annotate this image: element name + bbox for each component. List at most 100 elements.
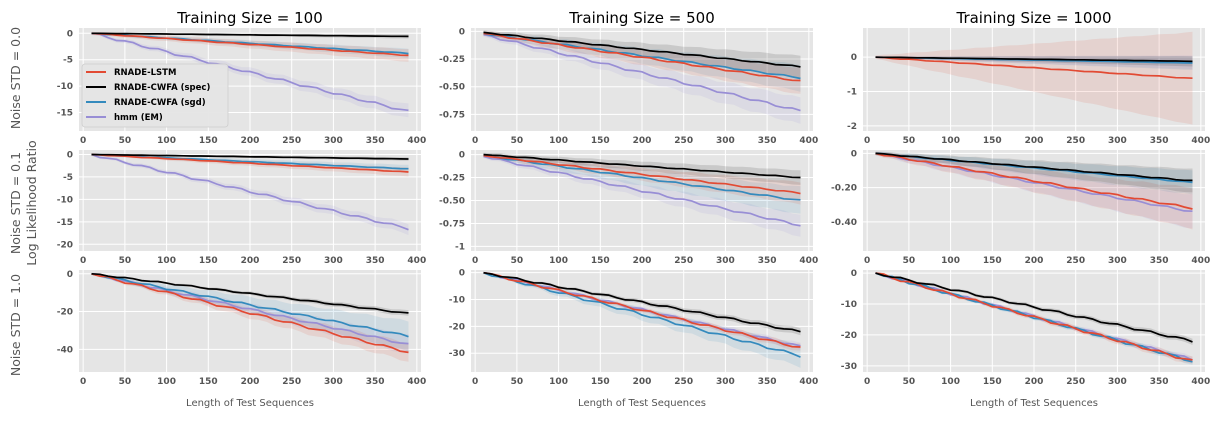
x-tick-label: 150: [983, 256, 1002, 266]
x-tick-label: 0: [864, 136, 870, 146]
x-tick-label: 100: [157, 136, 176, 146]
line-rnade-lstm: [875, 152, 1193, 210]
legend-label-cwfa-spec: RNADE-CWFA (spec): [114, 83, 210, 93]
y-tick-label: -0.75: [439, 110, 465, 120]
x-tick-label: 250: [1066, 256, 1085, 266]
line-rnade-cwfa-sgd-: [483, 32, 801, 80]
y-tick-label: -5: [63, 173, 73, 183]
y-tick-label: -1: [455, 242, 465, 252]
x-tick-label: 100: [549, 256, 568, 266]
line-hmm-em-: [91, 153, 409, 231]
band-hmm-em-: [483, 154, 801, 237]
y-tick-label: -15: [57, 218, 73, 228]
x-axis-label-col1: Length of Test Sequences: [186, 398, 314, 409]
x-tick-label: 350: [1150, 256, 1169, 266]
y-tick-label: -0.40: [831, 218, 857, 228]
x-tick-label: 300: [324, 256, 343, 266]
column-title-500: Training Size = 500: [568, 9, 714, 27]
line-hmm-em-: [91, 32, 409, 112]
panel-1-3: 0 50 100 150 200 250 300 350 400 0 -1 -2: [847, 28, 1210, 146]
panel-3-3: 0 50 100 150 200 250 300 350 400 0 -10 -20 -30: [841, 269, 1210, 387]
x-tick-label: 250: [1066, 377, 1085, 387]
line-rnade-lstm: [483, 271, 801, 348]
line-rnade-cwfa-spec-: [91, 272, 409, 314]
x-tick-label: 0: [80, 256, 86, 266]
x-tick-label: 300: [324, 136, 343, 146]
x-tick-label: 0: [472, 256, 478, 266]
x-tick-label: 150: [199, 256, 218, 266]
y-tick-label: -0.25: [439, 55, 465, 65]
x-tick-label: 100: [549, 377, 568, 387]
line-rnade-cwfa-spec-: [91, 32, 409, 38]
x-tick-label: 300: [1108, 136, 1127, 146]
y-tick-label: 0: [67, 29, 73, 39]
line-rnade-cwfa-spec-: [875, 152, 1193, 182]
row-label-noise-0: Noise STD = 0.0: [8, 27, 23, 129]
band-rnade-lstm: [483, 31, 801, 94]
band-rnade-cwfa-sgd-: [483, 153, 801, 214]
row-label-noise-1.0: Noise STD = 1.0: [8, 274, 23, 376]
panel-3-1: 0 50 100 150 200 250 300 350 400 0 -20 -40: [57, 270, 426, 387]
x-tick-label: 400: [1191, 377, 1210, 387]
y-tick-label: -10: [841, 300, 857, 310]
line-rnade-cwfa-spec-: [483, 31, 801, 68]
panel-2-1: 0 50 100 150 200 250 300 350 400 0 -5 -10 -15 -20: [57, 150, 426, 266]
x-tick-label: 200: [241, 136, 260, 146]
y-tick-label: -10: [449, 296, 465, 306]
x-tick-label: 150: [983, 136, 1002, 146]
line-rnade-cwfa-spec-: [875, 56, 1193, 63]
x-tick-label: 350: [1150, 377, 1169, 387]
x-tick-label: 150: [199, 136, 218, 146]
x-tick-label: 150: [199, 377, 218, 387]
x-tick-label: 100: [941, 256, 960, 266]
x-tick-label: 350: [366, 256, 385, 266]
line-rnade-cwfa-spec-: [91, 153, 409, 160]
x-tick-label: 400: [1191, 136, 1210, 146]
x-axis-label-col3: Length of Test Sequences: [970, 398, 1098, 409]
x-tick-label: 0: [80, 377, 86, 387]
x-tick-label: 300: [1108, 256, 1127, 266]
x-tick-label: 200: [633, 256, 652, 266]
x-tick-label: 350: [758, 136, 777, 146]
band-rnade-lstm: [91, 272, 409, 362]
x-tick-label: 250: [674, 136, 693, 146]
line-rnade-lstm: [875, 272, 1193, 361]
line-rnade-lstm: [91, 32, 409, 57]
x-tick-label: 200: [241, 377, 260, 387]
y-tick-label: 0: [851, 269, 857, 279]
x-tick-label: 0: [864, 256, 870, 266]
line-rnade-lstm: [91, 272, 409, 354]
line-rnade-cwfa-spec-: [483, 271, 801, 333]
line-rnade-lstm: [875, 56, 1193, 80]
panel-2-3: 0 50 100 150 200 250 300 350 400 0 -0.20 -0.40: [831, 149, 1210, 266]
y-tick-label: -2: [847, 122, 857, 132]
panel-1-1: 0 50 100 150 200 250 300 350 400 0 -5 -10 -15: [57, 28, 426, 146]
x-tick-label: 200: [1025, 256, 1044, 266]
y-tick-label: -40: [57, 345, 73, 355]
line-rnade-cwfa-spec-: [875, 272, 1193, 343]
x-tick-label: 300: [324, 377, 343, 387]
line-rnade-cwfa-sgd-: [483, 154, 801, 201]
x-tick-label: 200: [1025, 136, 1044, 146]
y-tick-label: -0.75: [439, 219, 465, 229]
band-rnade-lstm: [875, 151, 1193, 230]
y-tick-label: -0.50: [439, 197, 465, 207]
x-tick-label: 350: [1150, 136, 1169, 146]
x-tick-label: 50: [511, 136, 524, 146]
x-tick-label: 50: [119, 377, 132, 387]
x-tick-label: 0: [80, 136, 86, 146]
x-tick-label: 250: [282, 377, 301, 387]
x-tick-label: 250: [282, 136, 301, 146]
x-tick-label: 400: [407, 377, 426, 387]
y-tick-label: 0: [459, 151, 465, 161]
legend: RNADE-LSTM RNADE-CWFA (spec) RNADE-CWFA …: [81, 63, 229, 128]
x-tick-label: 50: [119, 256, 132, 266]
panel-3-2: 0 50 100 150 200 250 300 350 400 0 -10 -20 -30: [449, 269, 818, 387]
line-rnade-lstm: [91, 153, 409, 173]
x-tick-label: 100: [157, 377, 176, 387]
band-rnade-cwfa-sgd-: [483, 31, 801, 92]
y-tick-label: -30: [841, 362, 857, 372]
y-tick-label: -0.50: [439, 83, 465, 93]
